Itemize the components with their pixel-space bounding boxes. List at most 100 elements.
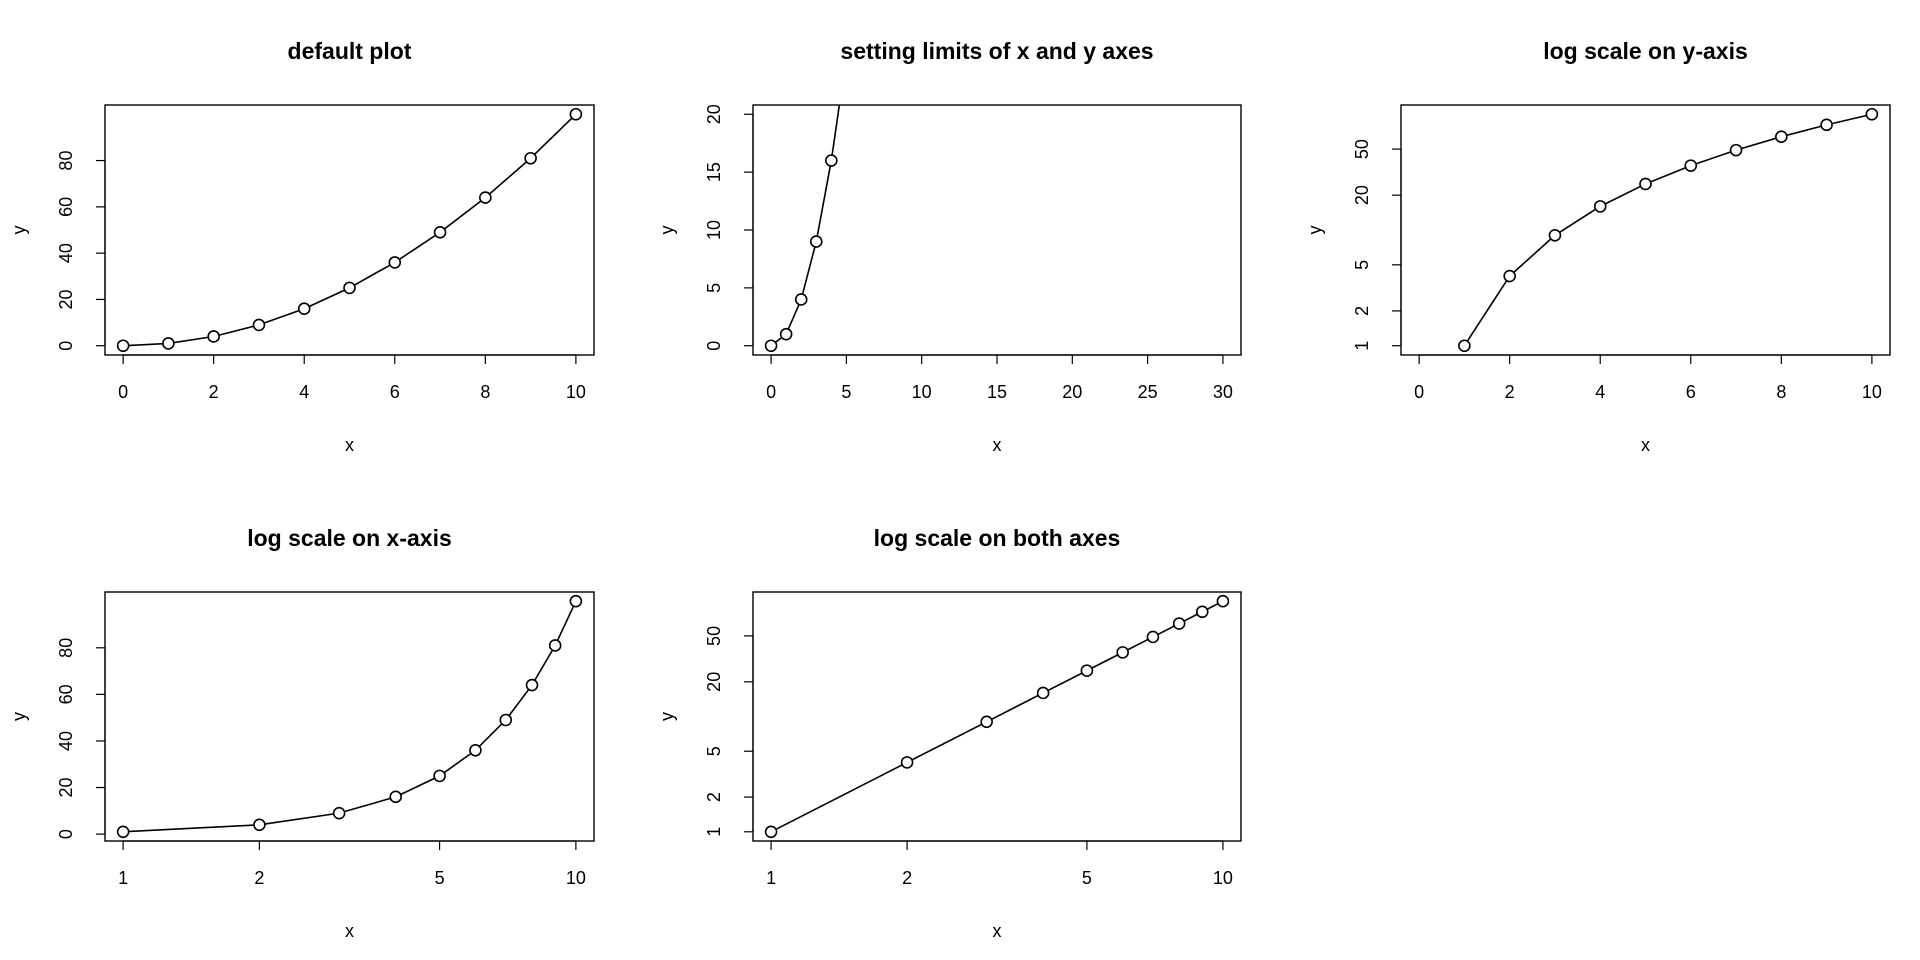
x-tick-label: 5 (435, 868, 445, 888)
x-tick-label: 8 (1776, 382, 1786, 402)
y-tick-label: 5 (704, 283, 724, 293)
chart-title: log scale on y-axis (1543, 38, 1748, 64)
data-point (1458, 339, 1471, 353)
data-point (1116, 646, 1129, 659)
y-tick-label: 2 (704, 792, 724, 802)
y-tick-label: 60 (56, 684, 76, 704)
data-line (1463, 113, 1873, 347)
plot-area (764, 105, 841, 353)
plot-frame (752, 104, 1242, 356)
data-point (1548, 228, 1562, 242)
data-point (980, 715, 993, 729)
data-point (499, 713, 513, 727)
x-tick-label: 5 (841, 382, 851, 402)
panel: default plot x y 0 2 4 6 8 10 0 20 40 60 80 (9, 38, 595, 455)
chart-title: log scale on x-axis (247, 525, 452, 551)
x-tick-label: 1 (118, 868, 128, 888)
data-line (770, 105, 841, 347)
y-axis-label: y (9, 712, 29, 721)
x-tick-label: 10 (1213, 868, 1233, 888)
data-point (1195, 605, 1209, 619)
data-point (479, 191, 492, 204)
x-tick-label: 10 (566, 868, 586, 888)
data-point (207, 330, 220, 343)
data-point (764, 339, 778, 353)
data-point (388, 256, 402, 269)
data-point (1865, 107, 1879, 121)
x-tick-label: 0 (766, 382, 776, 402)
y-tick-label: 20 (704, 104, 724, 124)
data-point (1172, 617, 1186, 630)
data-point (569, 594, 583, 608)
y-tick-label: 10 (704, 220, 724, 240)
data-line (770, 600, 1224, 833)
x-tick-label: 2 (1505, 382, 1515, 402)
data-point (525, 678, 539, 692)
data-point (1820, 118, 1833, 132)
data-point (764, 825, 778, 839)
y-tick-label: 20 (56, 778, 76, 798)
data-point (569, 107, 583, 121)
y-tick-label: 1 (1352, 341, 1372, 351)
x-axis-label: x (993, 921, 1002, 941)
x-tick-label: 2 (902, 868, 912, 888)
data-point (1036, 686, 1050, 700)
chart-title: log scale on both axes (874, 525, 1121, 551)
x-tick-label: 10 (912, 382, 932, 402)
x-axis-label: x (345, 921, 354, 941)
plot-frame (752, 591, 1242, 842)
x-tick-label: 8 (480, 382, 490, 402)
x-axis-label: x (345, 435, 354, 455)
panel: setting limits of x and y axes x y 0 5 10 15 20… (657, 38, 1242, 455)
y-tick-label: 20 (1352, 185, 1372, 205)
x-tick-label: 4 (1595, 382, 1605, 402)
x-tick-label: 10 (566, 382, 586, 402)
plot-area (116, 594, 583, 839)
y-tick-label: 5 (1352, 260, 1372, 270)
data-point (253, 818, 266, 832)
data-point (469, 743, 482, 757)
x-tick-label: 4 (299, 382, 309, 402)
data-point (1593, 200, 1607, 213)
data-point (389, 790, 403, 804)
y-tick-label: 0 (704, 341, 724, 351)
y-tick-label: 5 (704, 746, 724, 756)
data-point (1639, 177, 1652, 191)
data-point (900, 756, 914, 769)
data-point (252, 318, 266, 332)
y-axis-label: y (9, 226, 29, 235)
x-axis-label: x (1641, 435, 1650, 455)
data-point (297, 302, 311, 316)
data-point (343, 281, 356, 295)
y-tick-label: 0 (56, 829, 76, 839)
y-tick-label: 60 (56, 197, 76, 217)
y-tick-label: 40 (56, 731, 76, 751)
data-point (1729, 143, 1743, 157)
panel: log scale on x-axis x y 1 2 5 10 0 20 40 60 80 (9, 525, 595, 941)
x-axis-label: x (993, 435, 1002, 455)
y-tick-label: 20 (704, 672, 724, 692)
x-tick-label: 30 (1213, 382, 1233, 402)
data-line (123, 113, 577, 347)
y-tick-label: 80 (56, 638, 76, 658)
data-point (809, 235, 823, 248)
x-tick-label: 1 (766, 868, 776, 888)
y-tick-label: 50 (704, 626, 724, 646)
data-point (433, 769, 446, 783)
panel: log scale on both axes x y 1 2 5 10 1 2 5 20 50 (657, 525, 1242, 941)
data-point (1216, 594, 1230, 608)
plot-area (116, 107, 583, 353)
plot-area (1458, 107, 1879, 353)
plot-frame (1400, 104, 1891, 356)
plot-frame (104, 104, 595, 356)
plot-area (764, 594, 1230, 839)
x-tick-label: 6 (390, 382, 400, 402)
data-point (116, 339, 130, 353)
data-point (794, 293, 808, 306)
x-tick-label: 2 (209, 382, 219, 402)
data-point (433, 226, 447, 239)
y-tick-label: 0 (56, 341, 76, 351)
y-tick-label: 1 (704, 827, 724, 837)
